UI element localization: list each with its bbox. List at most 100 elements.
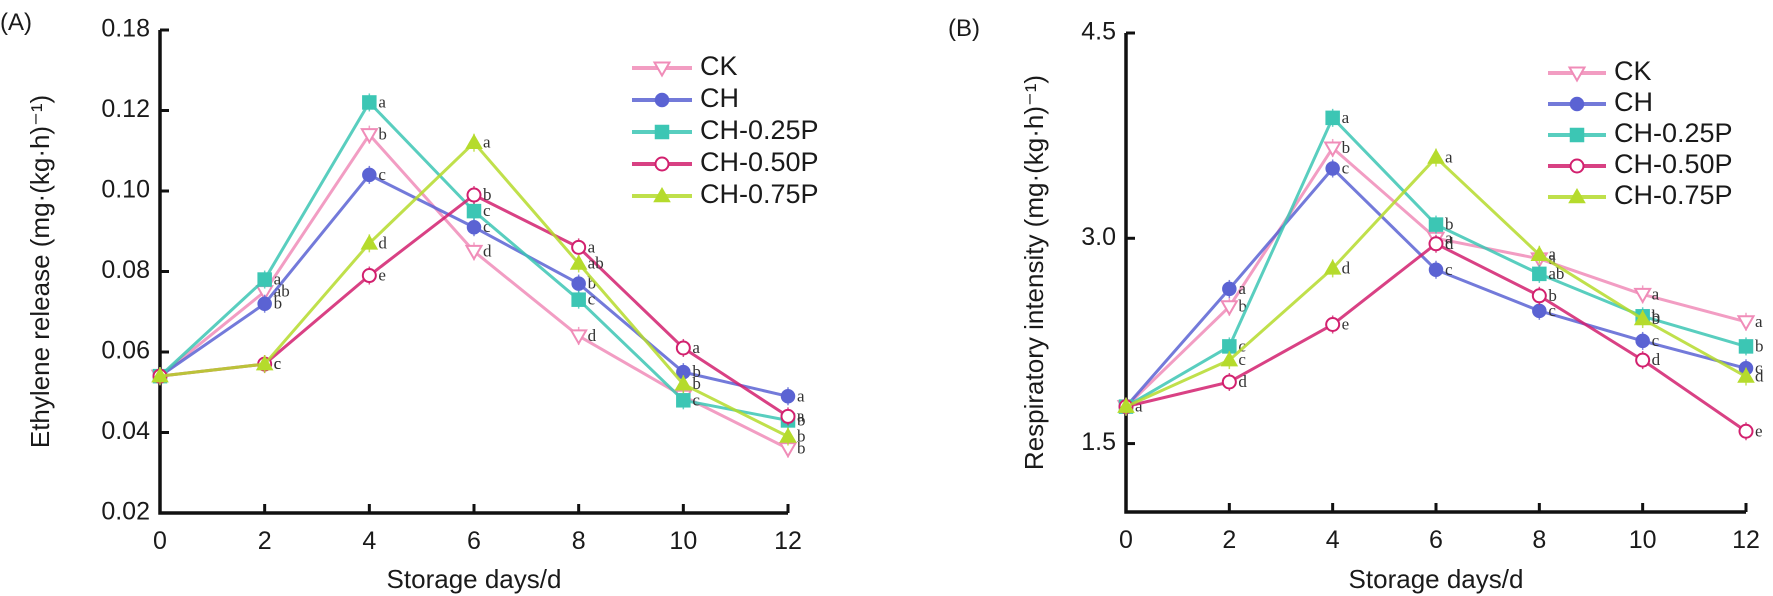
legend-marker	[654, 92, 670, 108]
significance-letter: c	[274, 354, 282, 373]
x-tick-label: 12	[774, 527, 802, 555]
data-point	[361, 268, 377, 284]
data-point	[362, 95, 377, 110]
legend-item: CH-0.75P	[632, 179, 819, 209]
data-point	[360, 128, 379, 145]
data-point	[571, 239, 587, 255]
data-point	[257, 296, 272, 311]
legend-item: CH	[632, 83, 739, 113]
significance-letter: a	[1342, 108, 1350, 127]
x-axis-title-b: Storage days/d	[1349, 564, 1524, 594]
significance-letter: c	[1342, 158, 1350, 177]
legend-item: CH-0.75P	[1548, 180, 1733, 210]
significance-letter: b	[1755, 336, 1764, 355]
significance-letter: c	[1238, 350, 1246, 369]
x-tick-label: 0	[153, 527, 167, 555]
data-point	[1531, 288, 1547, 304]
data-point	[1222, 339, 1237, 354]
legend-marker	[654, 156, 670, 172]
data-point	[1427, 148, 1445, 164]
y-tick-label: 0.06	[101, 337, 150, 365]
data-point	[780, 408, 796, 424]
data-point	[1532, 303, 1547, 319]
significance-letter: d	[483, 241, 492, 260]
data-point	[362, 167, 377, 183]
significance-letter: b	[588, 274, 597, 293]
axes-b: 1.5 3.0 4.5 0 2 4 6 8 10 12	[1081, 18, 1760, 554]
legend-item: CH	[1548, 87, 1653, 117]
significance-letter: c	[1755, 358, 1763, 377]
panel-label-b: (B)	[948, 15, 980, 42]
significance-letter: c	[378, 165, 386, 184]
legend-label: CH	[1614, 87, 1653, 117]
data-point	[1738, 339, 1754, 354]
significance-letter: e	[1342, 315, 1350, 334]
data-point	[569, 329, 588, 346]
data-point	[1736, 315, 1756, 332]
significance-letter: ab	[588, 253, 604, 272]
data-point	[1428, 217, 1444, 232]
data-point	[1220, 300, 1239, 317]
significance-letter: e	[378, 266, 386, 285]
x-tick-label: 8	[572, 527, 586, 555]
y-axis-title-b: Respiratory intensity (mg·(kg·h)⁻¹)	[1019, 75, 1049, 470]
legend-label: CH-0.50P	[1614, 149, 1733, 179]
significance-letter: d	[1445, 234, 1454, 253]
significance-letter: d	[1342, 258, 1351, 277]
significance-letter: a	[797, 386, 805, 405]
panel-b-respiration-chart: (B) Respiratory intensity (mg·(kg·h)⁻¹) …	[948, 15, 1764, 594]
significance-letter: b	[1652, 309, 1661, 328]
significance-letter: b	[692, 374, 701, 393]
data-point	[466, 187, 482, 203]
legend-marker	[1569, 127, 1585, 143]
significance-letter: c	[588, 290, 596, 309]
significance-letter: c	[483, 217, 491, 236]
legend-marker	[1567, 66, 1587, 83]
legend-marker	[1569, 96, 1585, 112]
significance-letter: a	[588, 237, 596, 256]
panel-label-a: (A)	[0, 9, 32, 36]
y-tick-label: 0.04	[101, 417, 150, 445]
y-tick-label: 0.12	[101, 95, 150, 123]
significance-letter: a	[483, 133, 491, 152]
significance-letter: a	[1238, 279, 1246, 298]
significance-letter: a	[1755, 312, 1763, 331]
data-point	[569, 254, 588, 270]
significance-letter: a	[1135, 397, 1143, 416]
data-point	[676, 393, 691, 408]
significance-letter: e	[1755, 421, 1763, 440]
data-point	[1117, 397, 1135, 413]
legend-marker	[1568, 187, 1586, 204]
legend-label: CH	[700, 83, 739, 113]
data-point	[1323, 141, 1342, 158]
significance-letter: b	[797, 439, 806, 458]
significance-letter: b	[483, 185, 492, 204]
significance-letter: b	[1238, 297, 1247, 316]
significance-letter: a	[1445, 228, 1453, 247]
legend-marker	[654, 124, 670, 140]
legend-label: CH-0.75P	[1614, 180, 1733, 210]
legend-label: CH-0.25P	[700, 115, 819, 145]
legend-marker	[652, 61, 672, 78]
y-tick-label: 1.5	[1081, 428, 1116, 456]
data-point	[465, 133, 483, 149]
axes-a: 0.02 0.04 0.06 0.08 0.10 0.12 0.18 0 2 4 6 8 10 12	[101, 15, 802, 555]
x-tick-label: 4	[1326, 526, 1340, 554]
data-point	[257, 272, 272, 287]
legend-item: CH-0.50P	[1548, 149, 1733, 179]
data-point	[466, 203, 482, 219]
x-tick-label: 8	[1532, 526, 1546, 554]
x-tick-label: 2	[258, 527, 272, 555]
y-tick-label: 0.18	[101, 15, 150, 43]
significance-letter: b	[274, 294, 283, 313]
legend-marker	[1569, 158, 1585, 174]
legend-label: CK	[1614, 56, 1652, 86]
y-tick-label: 4.5	[1081, 18, 1116, 46]
significance-letter: c	[483, 201, 491, 220]
x-tick-label: 4	[362, 527, 376, 555]
data-point	[1220, 351, 1239, 367]
significance-letter: c	[1445, 260, 1453, 279]
